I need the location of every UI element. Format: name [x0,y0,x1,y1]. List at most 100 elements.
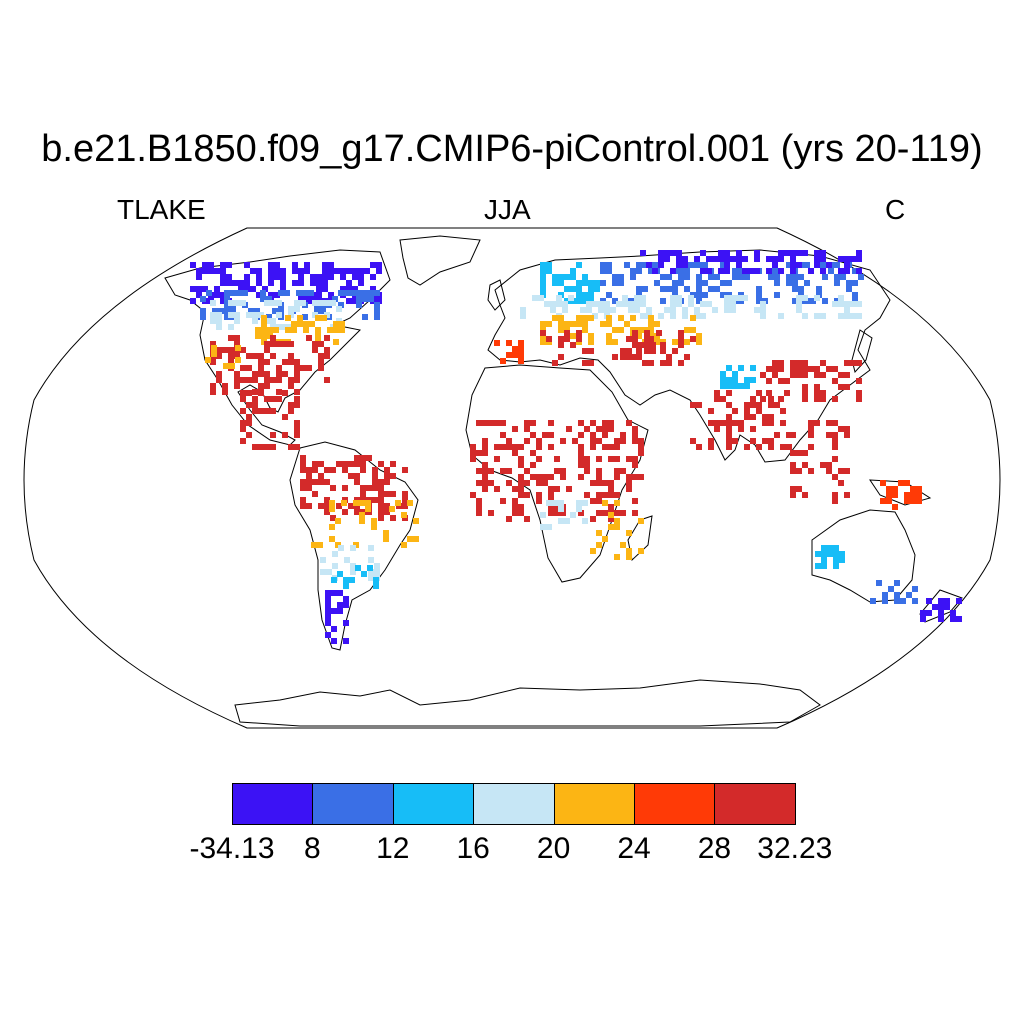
data-cell [756,292,762,298]
data-cell [333,327,339,333]
data-cell [316,280,322,286]
data-cell [620,354,626,360]
colorbar-label: 8 [304,832,321,865]
data-cell [520,307,526,313]
data-cell [684,354,690,360]
data-cell [234,353,240,359]
data-cell [780,444,786,450]
data-cell [832,396,838,402]
data-cell [206,290,212,296]
data-cell [518,358,524,364]
data-cell [626,354,632,360]
data-cell [802,366,808,372]
data-cell [624,262,630,268]
data-cell [540,339,546,345]
data-cell [359,512,365,518]
data-cell [732,371,738,377]
data-cell [318,503,324,509]
data-cell [255,333,261,339]
data-cell [276,377,282,383]
data-cell [342,485,348,491]
data-cell [282,414,288,420]
data-cell [720,280,726,286]
data-cell [578,456,584,462]
data-cell [730,307,736,313]
data-cell [306,479,312,485]
colorbar-label: 12 [376,832,410,865]
data-cell [590,432,596,438]
data-cell [576,286,582,292]
data-cell [838,426,844,432]
data-cell [822,274,828,280]
data-cell [494,420,500,426]
data-cell [720,420,726,426]
data-cell [384,503,390,509]
data-cell [572,438,578,444]
data-cell [648,268,654,274]
data-cell [228,353,234,359]
data-cell [214,286,220,292]
data-cell [846,280,852,286]
data-cell [318,365,324,371]
data-cell [916,492,922,498]
data-cell [329,536,335,542]
data-cell [546,524,552,530]
data-cell [190,286,196,292]
data-cell [331,608,337,614]
data-cell [766,378,772,384]
data-cell [778,268,784,274]
data-cell [832,378,838,384]
data-cell [644,330,650,336]
data-cell [261,315,267,321]
data-cell [376,298,382,304]
data-cell [634,295,640,301]
data-cell [620,438,626,444]
data-cell [744,383,750,389]
data-cell [558,321,564,327]
data-cell [506,480,512,486]
data-cell [488,420,494,426]
data-cell [268,274,274,280]
colorbar-label: 32.23 [757,832,833,865]
data-cell [678,336,684,342]
data-cell [821,551,827,557]
data-cell [786,444,792,450]
data-cell [582,500,588,506]
data-cell [288,306,294,312]
data-cell [341,500,347,506]
data-cell [234,335,240,341]
data-cell [332,296,338,302]
data-cell [820,256,826,262]
data-cell [766,268,772,274]
data-cell [618,315,624,321]
data-cell [602,500,608,506]
data-cell [328,274,334,280]
data-cell [678,360,684,366]
data-cell [706,256,712,262]
data-cell [780,408,786,414]
data-cell [272,308,278,314]
data-cell [524,492,530,498]
colorbar-label: 24 [617,832,651,865]
data-cell [284,290,290,296]
data-cell [324,503,330,509]
data-cell [578,444,584,450]
data-cell [344,557,350,563]
data-cell [712,307,718,313]
data-cell [552,360,558,366]
data-cell [276,365,282,371]
data-cell [226,262,232,268]
data-cell [944,598,950,604]
data-cell [632,474,638,480]
data-cell [220,292,226,298]
data-cell [614,444,620,450]
data-cell [638,548,644,554]
data-cell [224,296,230,302]
data-cell [378,479,384,485]
data-cell [300,300,306,306]
data-cell [644,342,650,348]
data-cell [546,336,552,342]
data-cell [291,327,297,333]
data-cell [570,286,576,292]
data-cell [612,339,618,345]
